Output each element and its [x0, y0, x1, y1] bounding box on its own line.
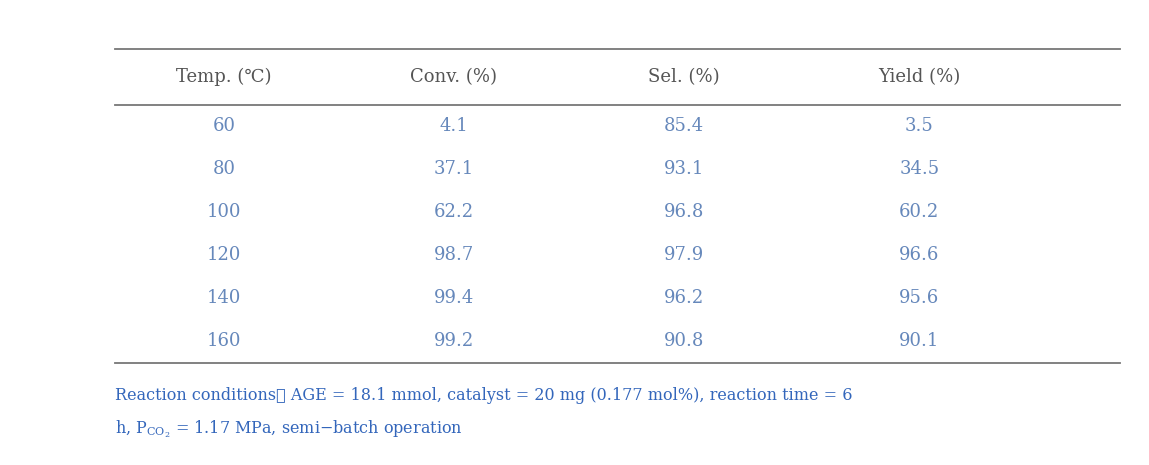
Text: 60.2: 60.2 — [899, 203, 940, 221]
Text: 4.1: 4.1 — [439, 117, 469, 135]
Text: Yield (%): Yield (%) — [878, 68, 961, 86]
Text: 96.2: 96.2 — [663, 289, 704, 307]
Text: Temp. (℃): Temp. (℃) — [176, 67, 272, 86]
Text: 96.8: 96.8 — [663, 203, 704, 221]
Text: 100: 100 — [207, 203, 241, 221]
Text: Sel. (%): Sel. (%) — [648, 68, 719, 86]
Text: 62.2: 62.2 — [434, 203, 473, 221]
Text: 90.8: 90.8 — [663, 332, 704, 350]
Text: 85.4: 85.4 — [664, 117, 703, 135]
Text: 37.1: 37.1 — [433, 160, 475, 178]
Text: Reaction conditions： AGE = 18.1 mmol, catalyst = 20 mg (0.177 mol%), reaction ti: Reaction conditions： AGE = 18.1 mmol, ca… — [115, 387, 853, 404]
Text: 60: 60 — [213, 117, 236, 135]
Text: 99.2: 99.2 — [433, 332, 475, 350]
Text: 99.4: 99.4 — [433, 289, 475, 307]
Text: 3.5: 3.5 — [904, 117, 934, 135]
Text: Conv. (%): Conv. (%) — [410, 68, 498, 86]
Text: 120: 120 — [207, 246, 241, 264]
Text: h, P$_{\mathregular{CO_2}}$ = 1.17 MPa, semi$-$batch operation: h, P$_{\mathregular{CO_2}}$ = 1.17 MPa, … — [115, 418, 463, 439]
Text: 80: 80 — [213, 160, 236, 178]
Text: 140: 140 — [207, 289, 241, 307]
Text: 95.6: 95.6 — [899, 289, 940, 307]
Text: 90.1: 90.1 — [899, 332, 940, 350]
Text: 98.7: 98.7 — [433, 246, 475, 264]
Text: 93.1: 93.1 — [663, 160, 704, 178]
Text: 96.6: 96.6 — [899, 246, 940, 264]
Text: 34.5: 34.5 — [900, 160, 939, 178]
Text: 97.9: 97.9 — [663, 246, 704, 264]
Text: 160: 160 — [207, 332, 241, 350]
